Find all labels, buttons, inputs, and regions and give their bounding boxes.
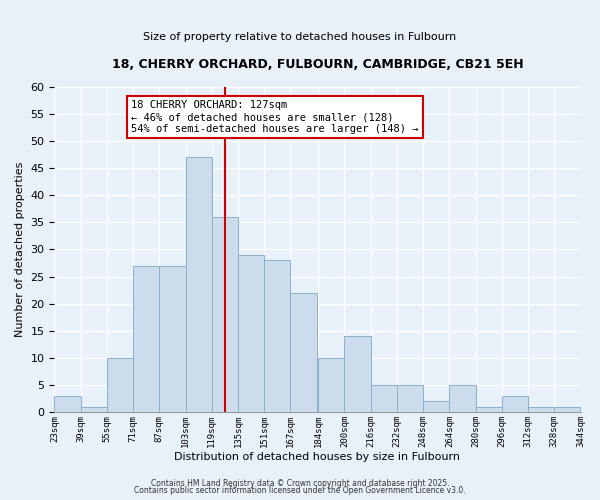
Bar bbox=[502, 396, 528, 412]
Text: Contains public sector information licensed under the Open Government Licence v3: Contains public sector information licen… bbox=[134, 486, 466, 495]
Bar bbox=[80, 406, 107, 412]
Y-axis label: Number of detached properties: Number of detached properties bbox=[15, 162, 25, 337]
Bar bbox=[290, 293, 317, 412]
Bar bbox=[264, 260, 290, 412]
Bar bbox=[212, 217, 238, 412]
Text: Size of property relative to detached houses in Fulbourn: Size of property relative to detached ho… bbox=[143, 32, 457, 42]
Text: Contains HM Land Registry data © Crown copyright and database right 2025.: Contains HM Land Registry data © Crown c… bbox=[151, 478, 449, 488]
Bar bbox=[476, 406, 502, 412]
Bar bbox=[238, 255, 264, 412]
Bar bbox=[344, 336, 371, 412]
Bar bbox=[423, 401, 449, 412]
Bar bbox=[55, 396, 80, 412]
Text: 18 CHERRY ORCHARD: 127sqm
← 46% of detached houses are smaller (128)
54% of semi: 18 CHERRY ORCHARD: 127sqm ← 46% of detac… bbox=[131, 100, 419, 134]
Bar bbox=[318, 358, 344, 412]
X-axis label: Distribution of detached houses by size in Fulbourn: Distribution of detached houses by size … bbox=[175, 452, 460, 462]
Bar bbox=[554, 406, 580, 412]
Bar bbox=[159, 266, 185, 412]
Bar bbox=[107, 358, 133, 412]
Bar bbox=[133, 266, 159, 412]
Title: 18, CHERRY ORCHARD, FULBOURN, CAMBRIDGE, CB21 5EH: 18, CHERRY ORCHARD, FULBOURN, CAMBRIDGE,… bbox=[112, 58, 523, 70]
Bar bbox=[528, 406, 554, 412]
Bar bbox=[449, 385, 476, 412]
Bar bbox=[185, 158, 212, 412]
Bar bbox=[371, 385, 397, 412]
Bar bbox=[397, 385, 423, 412]
